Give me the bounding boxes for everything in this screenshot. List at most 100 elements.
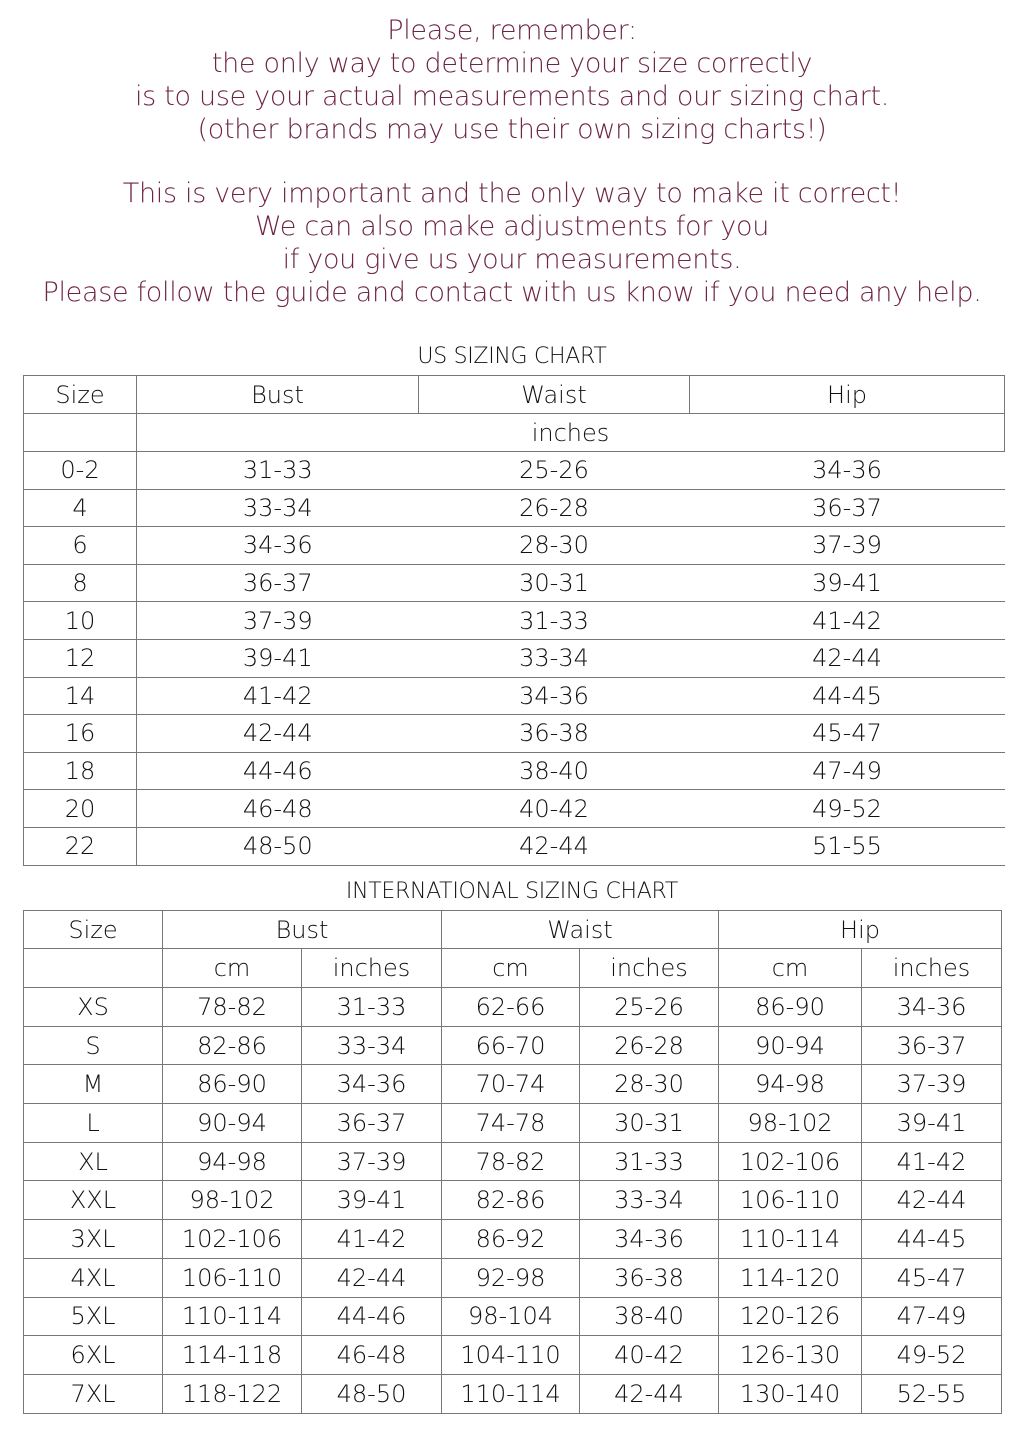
- size-cell: 22: [23, 826, 137, 866]
- measure-cell: 33-34: [136, 488, 419, 528]
- data-row: M 86-90 34-36 70-74 28-30 94-98 37-39: [23, 1064, 1003, 1105]
- measure-cell: 28-30: [578, 1064, 720, 1105]
- size-cell: 16: [23, 714, 137, 753]
- measure-cell: 90-94: [718, 1025, 863, 1066]
- data-row: XS 78-82 31-33 62-66 25-26 86-90 34-36: [23, 987, 1003, 1027]
- size-cell: 18: [23, 751, 137, 791]
- empty-cell: [23, 413, 137, 452]
- intl-sizing-table: Size Bust Waist Hip cm inches cm inches cm inches…: [23, 910, 1003, 1414]
- measure-cell: 36-38: [578, 1257, 720, 1298]
- measure-cell: 37-39: [861, 1064, 1003, 1105]
- size-cell: XS: [23, 987, 163, 1027]
- measure-cell: 41-42: [301, 1219, 442, 1259]
- size-cell: 10: [23, 601, 137, 640]
- header-row: Size Bust Waist Hip: [23, 375, 1005, 414]
- measure-cell: 44-45: [689, 676, 1005, 716]
- measure-cell: 86-92: [441, 1219, 580, 1259]
- measure-cell: 34-36: [689, 451, 1005, 490]
- measure-cell: 45-47: [689, 714, 1005, 753]
- us-sizing-table: Size Bust Waist Hip inches 0-2 31-33 25-26 34-36…: [23, 375, 1005, 866]
- us-chart-title: US SIZING CHART: [417, 344, 607, 369]
- measure-cell: 34-36: [861, 987, 1003, 1027]
- measure-cell: 39-41: [136, 638, 419, 678]
- measure-cell: 42-44: [578, 1373, 720, 1414]
- notice-paragraph: Please, remember: the only way to determi…: [0, 14, 1024, 146]
- notice-line: the only way to determine your size corr…: [211, 48, 813, 79]
- data-row: 5XL 110-114 44-46 98-104 38-40 120-126 47-49: [23, 1296, 1003, 1337]
- size-cell: 4: [23, 488, 137, 528]
- measure-cell: 33-34: [301, 1025, 442, 1066]
- header-row: Size Bust Waist Hip: [23, 910, 1003, 949]
- measure-cell: 114-120: [718, 1257, 863, 1298]
- measure-cell: 118-122: [162, 1373, 302, 1414]
- measure-cell: 90-94: [162, 1103, 302, 1143]
- notice-line: is to use your actual measurements and o…: [134, 81, 890, 112]
- unit-cell: inches: [578, 948, 720, 988]
- notice-line: if you give us your measurements.: [282, 244, 742, 275]
- size-cell: 4XL: [23, 1257, 163, 1298]
- measure-cell: 44-46: [136, 751, 419, 791]
- measure-cell: 26-28: [418, 488, 690, 528]
- measure-cell: 48-50: [136, 826, 419, 866]
- unit-cell: cm: [718, 948, 863, 988]
- measure-cell: 33-34: [578, 1180, 720, 1221]
- measure-cell: 34-36: [418, 676, 690, 716]
- measure-cell: 42-44: [418, 826, 690, 866]
- notice-paragraph: This is very important and the only way …: [0, 177, 1024, 309]
- measure-cell: 82-86: [441, 1180, 580, 1221]
- data-row: XXL 98-102 39-41 82-86 33-34 106-110 42-44: [23, 1180, 1003, 1221]
- measure-cell: 62-66: [441, 987, 580, 1027]
- measure-cell: 34-36: [136, 526, 419, 565]
- measure-cell: 70-74: [441, 1064, 580, 1105]
- measure-cell: 74-78: [441, 1103, 580, 1143]
- data-row: 8 36-37 30-31 39-41: [23, 563, 1005, 603]
- data-row: S 82-86 33-34 66-70 26-28 90-94 36-37: [23, 1025, 1003, 1066]
- measure-cell: 94-98: [718, 1064, 863, 1105]
- measure-cell: 40-42: [578, 1335, 720, 1375]
- measure-cell: 98-102: [162, 1180, 302, 1221]
- data-row: 4XL 106-110 42-44 92-98 36-38 114-120 45-47: [23, 1257, 1003, 1298]
- data-row: 10 37-39 31-33 41-42: [23, 601, 1005, 640]
- measure-cell: 44-46: [301, 1296, 442, 1337]
- measure-cell: 36-38: [418, 714, 690, 753]
- measure-cell: 34-36: [301, 1064, 442, 1105]
- size-cell: 6XL: [23, 1335, 163, 1375]
- measure-cell: 31-33: [301, 987, 442, 1027]
- measure-cell: 78-82: [162, 987, 302, 1027]
- measure-cell: 114-118: [162, 1335, 302, 1375]
- notice: Please, remember: the only way to determi…: [0, 14, 1024, 340]
- unit-row: inches: [23, 413, 1005, 452]
- measure-cell: 39-41: [861, 1103, 1003, 1143]
- data-row: 14 41-42 34-36 44-45: [23, 676, 1005, 716]
- unit-cell: inches: [301, 948, 442, 988]
- measure-cell: 36-37: [689, 488, 1005, 528]
- measure-cell: 94-98: [162, 1141, 302, 1182]
- measure-cell: 41-42: [861, 1141, 1003, 1182]
- data-row: 6 34-36 28-30 37-39: [23, 526, 1005, 565]
- measure-cell: 31-33: [136, 451, 419, 490]
- data-row: 7XL 118-122 48-50 110-114 42-44 130-140 52-55: [23, 1373, 1003, 1414]
- measure-cell: 38-40: [578, 1296, 720, 1337]
- size-cell: 0-2: [23, 451, 137, 490]
- measure-cell: 46-48: [136, 789, 419, 828]
- measure-cell: 33-34: [418, 638, 690, 678]
- measure-cell: 102-106: [718, 1141, 863, 1182]
- measure-cell: 37-39: [301, 1141, 442, 1182]
- measure-cell: 86-90: [718, 987, 863, 1027]
- notice-line: (other brands may use their own sizing c…: [197, 114, 827, 145]
- measure-cell: 39-41: [301, 1180, 442, 1221]
- measure-cell: 36-37: [301, 1103, 442, 1143]
- header-cell: Size: [23, 910, 163, 949]
- data-row: 20 46-48 40-42 49-52: [23, 789, 1005, 828]
- size-cell: XXL: [23, 1180, 163, 1221]
- measure-cell: 110-114: [718, 1219, 863, 1259]
- header-cell: Waist: [418, 375, 690, 414]
- measure-cell: 66-70: [441, 1025, 580, 1066]
- measure-cell: 126-130: [718, 1335, 863, 1375]
- unit-cell: cm: [441, 948, 580, 988]
- size-cell: 20: [23, 789, 137, 828]
- measure-cell: 40-42: [418, 789, 690, 828]
- measure-cell: 30-31: [418, 563, 690, 603]
- size-cell: 7XL: [23, 1373, 163, 1414]
- measure-cell: 34-36: [578, 1219, 720, 1259]
